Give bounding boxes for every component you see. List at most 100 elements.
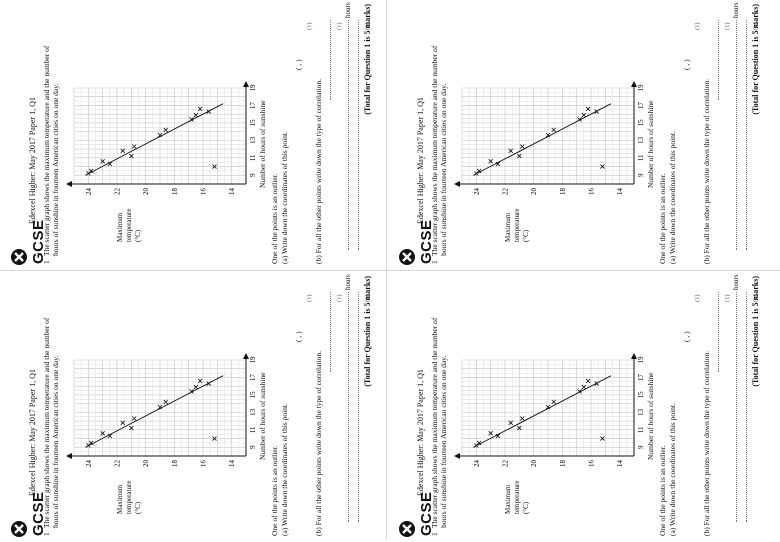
x-tick-label: 15 (637, 119, 645, 127)
working-line-2[interactable] (358, 20, 359, 250)
y-tick-label: 18 (171, 188, 179, 196)
y-axis-arrow-icon (454, 181, 460, 187)
hours-label: hours (732, 2, 740, 18)
x-axis-label: Number of hours of sunshine (258, 372, 267, 461)
y-tick-label: 18 (559, 460, 567, 468)
y-tick-label: 20 (530, 188, 538, 196)
part-intro: One of the points is an outlier. (658, 173, 667, 264)
scatter-point (163, 127, 169, 133)
y-tick-label: 22 (502, 188, 510, 196)
part-intro: One of the points is an outlier. (270, 445, 279, 536)
scatter-chart: 14 16 18 20 22 24 9 11 13 15 17 19 (454, 353, 645, 468)
x-tick-label: 15 (249, 119, 257, 127)
working-line-2[interactable] (746, 292, 747, 522)
x-tick-label: 9 (249, 445, 257, 449)
y-tick-label: 24 (473, 460, 481, 468)
part-b-answer-line[interactable] (330, 20, 331, 100)
working-line-1[interactable] (736, 292, 737, 522)
y-axis-label-line1: Maximum (504, 212, 512, 242)
scatter-point (189, 389, 194, 394)
part-b-marks: (1) (336, 22, 343, 30)
y-tick-label: 14 (228, 460, 236, 468)
scatter-point (206, 381, 212, 386)
x-tick-label: 17 (249, 373, 257, 381)
exam-logo-icon (399, 521, 415, 537)
scatter-point (120, 420, 126, 426)
x-tick-label: 19 (637, 356, 645, 364)
working-line-1[interactable] (348, 20, 349, 250)
y-axis-label-unit: (°C) (522, 501, 530, 514)
part-intro: One of the points is an outlier. (658, 445, 667, 536)
line-of-best-fit (473, 103, 612, 176)
x-tick-label: 13 (249, 136, 257, 144)
scatter-point (107, 433, 113, 439)
y-tick-label: 16 (200, 460, 208, 468)
x-axis-arrow-icon (243, 353, 249, 359)
x-axis-arrow-icon (631, 353, 637, 359)
exam-logo-icon (399, 249, 415, 265)
x-axis-arrow-icon (243, 81, 249, 87)
scatter-point (519, 144, 525, 149)
x-tick-label: 13 (249, 408, 257, 416)
scatter-point (163, 399, 169, 405)
working-line-2[interactable] (746, 20, 747, 250)
y-tick-label: 16 (200, 188, 208, 196)
working-line-2[interactable] (358, 292, 359, 522)
question-intro-line2: hours of sunshine in fourteen American c… (51, 83, 60, 256)
scatter-point (157, 132, 163, 138)
exam-logo-icon (11, 521, 27, 537)
part-a-answer: ( , ) (682, 331, 691, 342)
scatter-point (488, 431, 493, 436)
page-divider-horizontal (0, 270, 780, 271)
part-a-text: (a) Write down the coordinates of this p… (668, 403, 677, 536)
scatter-point (495, 433, 501, 439)
y-axis-arrow-icon (454, 453, 460, 459)
x-tick-label: 15 (637, 391, 645, 399)
part-a-text: (a) Write down the coordinates of this p… (280, 131, 289, 264)
part-b-answer-line[interactable] (718, 292, 719, 372)
question-number: 1 (430, 532, 439, 536)
part-b-text: (b) For all the other points write down … (702, 79, 711, 264)
part-b-answer-line[interactable] (330, 292, 331, 372)
question-intro-line2: hours of sunshine in fourteen American c… (439, 83, 448, 256)
scatter-point (577, 389, 582, 394)
working-line-1[interactable] (736, 20, 737, 250)
question-intro-line2: hours of sunshine in fourteen American c… (51, 355, 60, 528)
question-header: Edexcel Higher: May 2017 Paper 1, Q1 (416, 369, 425, 496)
y-axis-label-line1: Maximum (504, 484, 512, 514)
worksheet-copy-bottom-left: GCSE Edexcel Higher: May 2017 Paper 1, Q… (8, 272, 378, 542)
y-tick-label: 22 (114, 460, 122, 468)
line-of-best-fit (85, 375, 224, 448)
scatter-point (581, 384, 587, 390)
y-tick-label: 16 (588, 188, 596, 196)
scatter-point (476, 168, 482, 174)
working-line-1[interactable] (348, 292, 349, 522)
y-tick-label: 14 (228, 188, 236, 196)
question-total: (Total for Question 1 is 5 marks) (751, 276, 760, 387)
scatter-point (581, 112, 587, 118)
scatter-chart: 14 16 18 20 22 24 9 11 13 15 17 19 (66, 353, 257, 468)
x-tick-label: 11 (637, 426, 645, 433)
x-tick-label: 9 (637, 445, 645, 449)
scatter-point (131, 144, 137, 149)
y-axis-label-line2: temperature (513, 208, 521, 242)
line-of-best-fit (473, 375, 612, 448)
x-axis-label: Number of hours of sunshine (258, 100, 267, 189)
y-tick-label: 16 (588, 460, 596, 468)
scatter-point (206, 109, 212, 114)
question-number: 1 (42, 260, 51, 264)
question-header: Edexcel Higher: May 2017 Paper 1, Q1 (28, 369, 37, 496)
scatter-point (551, 399, 557, 405)
part-b-text: (b) For all the other points write down … (314, 79, 323, 264)
part-b-answer-line[interactable] (718, 20, 719, 100)
y-axis-label-line1: Maximum (116, 212, 124, 242)
scatter-point (157, 404, 163, 410)
question-intro-line1: The scatter graph shows the maximum temp… (42, 317, 51, 528)
scatter-point (577, 117, 582, 122)
x-tick-label: 11 (637, 154, 645, 161)
x-tick-label: 13 (637, 408, 645, 416)
question-number: 1 (430, 260, 439, 264)
y-tick-label: 14 (616, 460, 624, 468)
question-intro-line1: The scatter graph shows the maximum temp… (430, 45, 439, 256)
question-header: Edexcel Higher: May 2017 Paper 1, Q1 (28, 97, 37, 224)
